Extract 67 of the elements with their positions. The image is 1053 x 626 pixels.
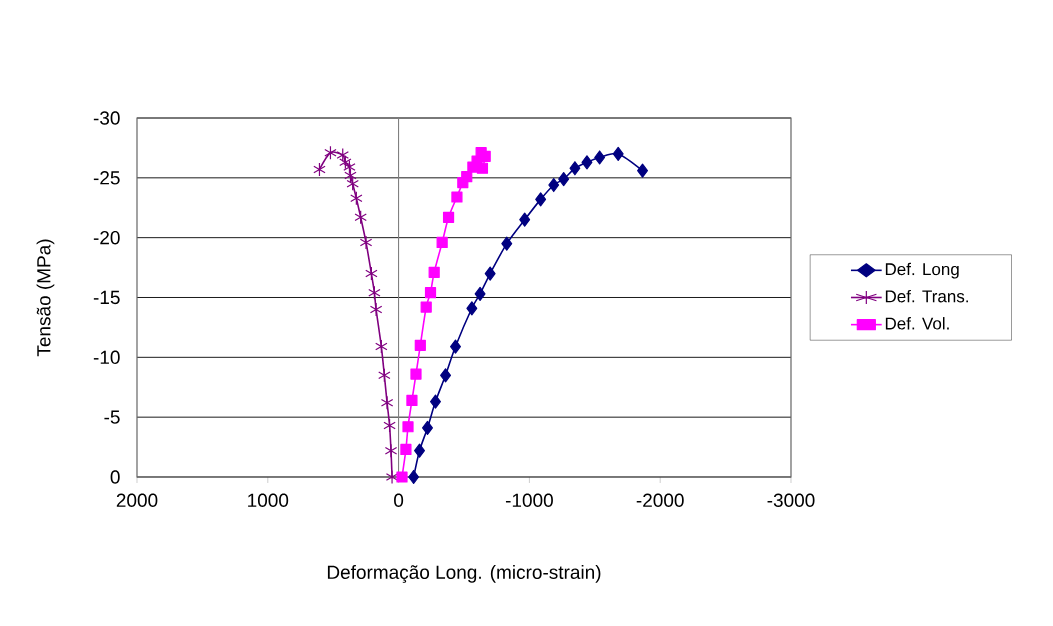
point — [408, 469, 420, 485]
point — [476, 162, 489, 174]
point — [450, 339, 461, 354]
point — [428, 266, 440, 278]
y-tick-label: -10 — [93, 350, 120, 365]
point — [410, 368, 422, 380]
y-tick-label: -25 — [93, 171, 120, 185]
point — [440, 368, 452, 383]
point — [339, 155, 352, 170]
x-tick-label: 2000 — [116, 493, 158, 507]
point — [430, 394, 441, 409]
point — [396, 471, 408, 483]
point — [406, 394, 418, 407]
point — [350, 191, 363, 206]
point — [365, 266, 378, 281]
point — [442, 211, 455, 223]
point — [474, 286, 486, 301]
point — [637, 163, 649, 178]
x-tick-label: 1000 — [248, 493, 289, 507]
y-tick-label: -15 — [93, 290, 120, 305]
point — [359, 235, 373, 250]
x-axis-title: Deformação Long. (micro-strain) — [327, 565, 601, 583]
point — [402, 421, 414, 433]
point — [436, 236, 448, 249]
point — [414, 339, 426, 351]
point — [466, 301, 478, 316]
point — [420, 301, 432, 313]
point — [501, 236, 513, 251]
point — [324, 145, 337, 160]
point — [414, 443, 425, 458]
point — [354, 210, 367, 225]
point — [535, 192, 547, 207]
point — [612, 146, 624, 161]
point — [424, 287, 437, 299]
point — [385, 469, 399, 485]
x-tick-label: -2000 — [636, 493, 684, 507]
point — [375, 339, 388, 354]
point — [346, 176, 359, 191]
point — [594, 150, 606, 165]
point — [484, 266, 496, 281]
y-tick-label: -30 — [93, 111, 120, 125]
point — [461, 171, 473, 183]
point — [380, 395, 394, 410]
point — [313, 162, 326, 177]
point — [384, 443, 398, 458]
y-axis-title: Tensão (MPa) — [36, 239, 55, 357]
y-tick-label: -20 — [93, 230, 120, 245]
point — [383, 418, 396, 433]
legend-label: Def. Trans. — [885, 289, 968, 303]
legend-label: Def. Long — [885, 262, 959, 279]
point — [581, 155, 593, 170]
x-tick-label: -1000 — [505, 493, 553, 507]
y-tick-label: -5 — [104, 410, 120, 424]
point — [378, 368, 391, 383]
legend-label: Def. Vol. — [885, 317, 949, 330]
point — [451, 191, 463, 203]
point — [548, 177, 560, 193]
x-tick-label: 0 — [394, 493, 404, 507]
point — [400, 443, 412, 456]
point — [558, 171, 570, 187]
point — [569, 161, 581, 176]
x-tick-label: -3000 — [767, 493, 815, 507]
y-tick-label: 0 — [110, 470, 120, 484]
point — [368, 285, 381, 300]
point — [519, 212, 531, 227]
point — [369, 302, 383, 317]
point — [344, 168, 357, 183]
